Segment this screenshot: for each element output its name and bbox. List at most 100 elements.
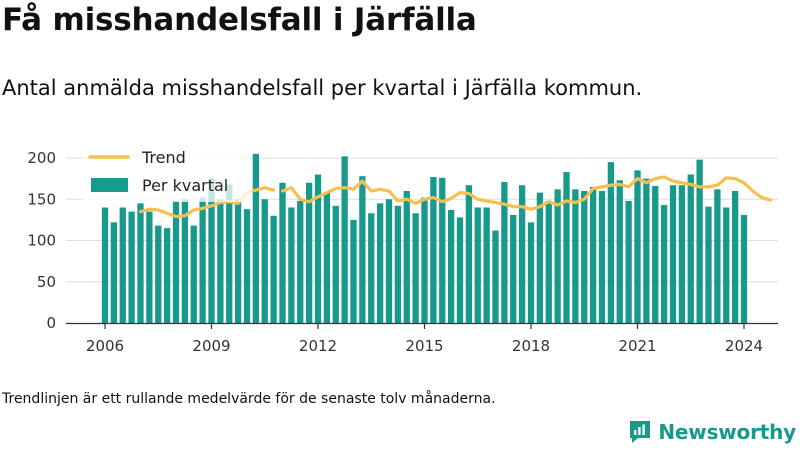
x-tick-label: 2018 (512, 337, 550, 355)
bar (421, 197, 428, 323)
page-subtitle: Antal anmälda misshandelsfall per kvarta… (2, 76, 643, 100)
bar (501, 181, 508, 323)
bar (181, 199, 189, 323)
legend-label: Per kvartal (142, 176, 228, 195)
bar (297, 200, 304, 323)
x-axis: 2006 2009 2012 2015 2018 2021 2024 (66, 322, 778, 355)
footnote: Trendlinjen är ett rullande medelvärde f… (2, 391, 496, 407)
bar (643, 178, 650, 324)
bar (226, 184, 233, 323)
x-tick-label: 2015 (405, 337, 443, 355)
bar (234, 199, 242, 323)
y-tick-label: 200 (27, 149, 56, 167)
bar (359, 176, 366, 323)
bar (447, 209, 455, 323)
bar (714, 189, 721, 323)
bar (190, 225, 197, 323)
bar (163, 228, 171, 323)
bar (394, 205, 402, 323)
x-tick-label: 2012 (299, 337, 337, 355)
newsworthy-logo-icon (630, 421, 651, 443)
bar (731, 191, 739, 323)
x-tick-label: 2006 (86, 337, 124, 355)
legend-label: Trend (141, 148, 186, 167)
bar (492, 230, 499, 323)
y-tick-label: 50 (37, 273, 56, 291)
bar (137, 203, 144, 324)
y-tick-label: 150 (27, 190, 56, 208)
bar (598, 191, 606, 323)
bar (625, 200, 632, 323)
bar (155, 225, 162, 323)
bar (110, 222, 118, 323)
bar (217, 199, 224, 323)
bar (439, 177, 446, 323)
x-tick-label: 2024 (725, 337, 763, 355)
y-tick-label: 100 (27, 232, 56, 250)
bar (740, 214, 748, 323)
bar (403, 191, 410, 323)
bar (261, 199, 268, 323)
bar (376, 203, 384, 324)
bar (172, 200, 180, 323)
chart-legend: Trend Per kvartal (82, 146, 252, 202)
bar (208, 178, 215, 324)
misshandel-chart: 0 50 100 150 200 2006 2009 2012 2015 2018 2021 202… (27, 146, 778, 355)
y-axis: 0 50 100 150 200 (27, 149, 56, 332)
bar (607, 162, 615, 324)
bar (243, 209, 251, 323)
bar (510, 214, 517, 323)
bar (545, 200, 552, 323)
brand-name: Newsworthy (658, 420, 796, 444)
y-tick-label: 0 (46, 314, 56, 332)
bar (412, 213, 419, 323)
bar (279, 182, 286, 323)
bar (385, 199, 393, 323)
bar (669, 185, 677, 323)
bar (518, 185, 526, 323)
bar (332, 205, 339, 323)
bar (616, 180, 623, 323)
bar (572, 189, 579, 323)
bar (119, 207, 126, 323)
bar (270, 215, 277, 323)
bar (483, 207, 490, 323)
bar (474, 207, 481, 323)
page-title: Få misshandelsfall i Järfälla (2, 2, 477, 38)
bar (341, 156, 348, 323)
bar (288, 207, 295, 323)
bar (146, 211, 153, 323)
x-tick-label: 2009 (192, 337, 230, 355)
bar (350, 219, 357, 324)
bar (430, 176, 437, 323)
bar-series (101, 153, 748, 324)
bar (252, 153, 260, 323)
bar (465, 185, 473, 323)
bar (128, 211, 135, 323)
bar (563, 172, 570, 323)
bar (527, 222, 535, 323)
bar (101, 207, 109, 323)
bar (199, 197, 206, 323)
brand-logo[interactable]: Newsworthy (628, 418, 796, 446)
bar (652, 186, 659, 323)
bar (536, 192, 544, 323)
trend-line-segment (280, 175, 773, 211)
bar (368, 213, 375, 323)
bar (634, 170, 641, 324)
bar (687, 174, 694, 323)
bar (323, 192, 331, 323)
bar (660, 205, 668, 323)
bar (705, 206, 712, 323)
legend-swatch-bar (91, 178, 128, 192)
bar (456, 217, 464, 323)
bar (554, 189, 561, 323)
bar (696, 159, 703, 323)
bar (581, 191, 588, 323)
bar (723, 207, 730, 323)
x-tick-label: 2021 (618, 337, 656, 355)
bar (305, 182, 313, 323)
bar (314, 174, 322, 323)
bar (678, 185, 686, 323)
